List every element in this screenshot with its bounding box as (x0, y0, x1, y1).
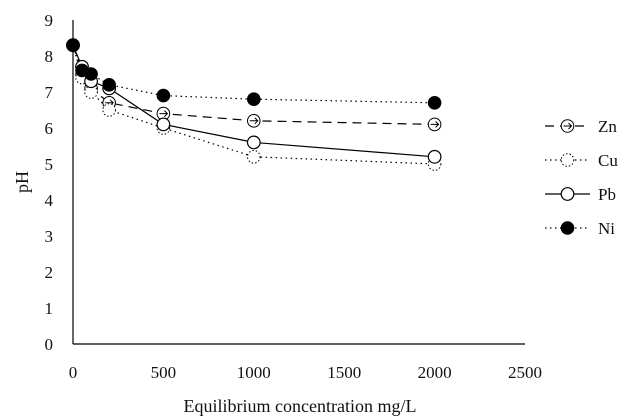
data-point-cu (102, 103, 116, 117)
y-tick-label: 9 (45, 11, 54, 30)
series-layer (66, 38, 442, 171)
y-tick-label: 4 (45, 191, 54, 210)
data-point-ni (102, 78, 116, 92)
y-tick-label: 5 (45, 155, 54, 174)
legend-marker-cu (560, 153, 575, 167)
legend-marker-ni (560, 221, 575, 235)
y-tick-label: 3 (45, 227, 54, 246)
legend: Zn Cu Pb Ni (545, 117, 618, 238)
data-point-ni (84, 67, 98, 81)
data-point-zn (427, 117, 442, 132)
x-tick-label: 0 (69, 363, 78, 382)
x-tick-label: 1000 (237, 363, 271, 382)
axes (72, 20, 525, 345)
y-axis-title: pH (12, 171, 32, 193)
legend-item-zn: Zn (545, 117, 617, 136)
legend-label-zn: Zn (598, 117, 617, 136)
data-point-ni (247, 92, 261, 106)
y-tick-labels: 0 1 2 3 4 5 6 7 8 9 (45, 11, 54, 354)
x-tick-label: 2000 (418, 363, 452, 382)
series-line-zn (72, 45, 435, 125)
legend-item-cu: Cu (545, 151, 618, 170)
legend-item-pb: Pb (545, 185, 616, 204)
data-point-ni (427, 96, 442, 110)
y-tick-label: 1 (45, 299, 54, 318)
y-tick-label: 7 (45, 83, 54, 102)
legend-item-ni: Ni (545, 219, 615, 238)
x-tick-labels: 0 500 1000 1500 2000 2500 (69, 363, 542, 382)
legend-marker-zn (560, 119, 575, 133)
y-tick-label: 8 (45, 47, 54, 66)
x-tick-label: 2500 (508, 363, 542, 382)
x-axis-title: Equilibrium concentration mg/L (184, 396, 417, 416)
x-tick-label: 1500 (327, 363, 361, 382)
legend-label-pb: Pb (598, 185, 616, 204)
legend-label-ni: Ni (598, 219, 615, 238)
data-point-pb (246, 135, 261, 150)
legend-marker-pb (560, 187, 575, 201)
data-point-ni (66, 38, 80, 53)
data-point-pb (427, 149, 442, 164)
legend-label-cu: Cu (598, 151, 618, 170)
y-tick-label: 6 (45, 119, 54, 138)
data-point-ni (156, 88, 171, 103)
x-tick-label: 500 (151, 363, 177, 382)
data-point-pb (156, 117, 171, 132)
y-tick-label: 0 (45, 335, 54, 354)
data-point-zn (247, 114, 261, 128)
y-tick-label: 2 (45, 263, 54, 282)
data-point-cu (247, 150, 261, 164)
